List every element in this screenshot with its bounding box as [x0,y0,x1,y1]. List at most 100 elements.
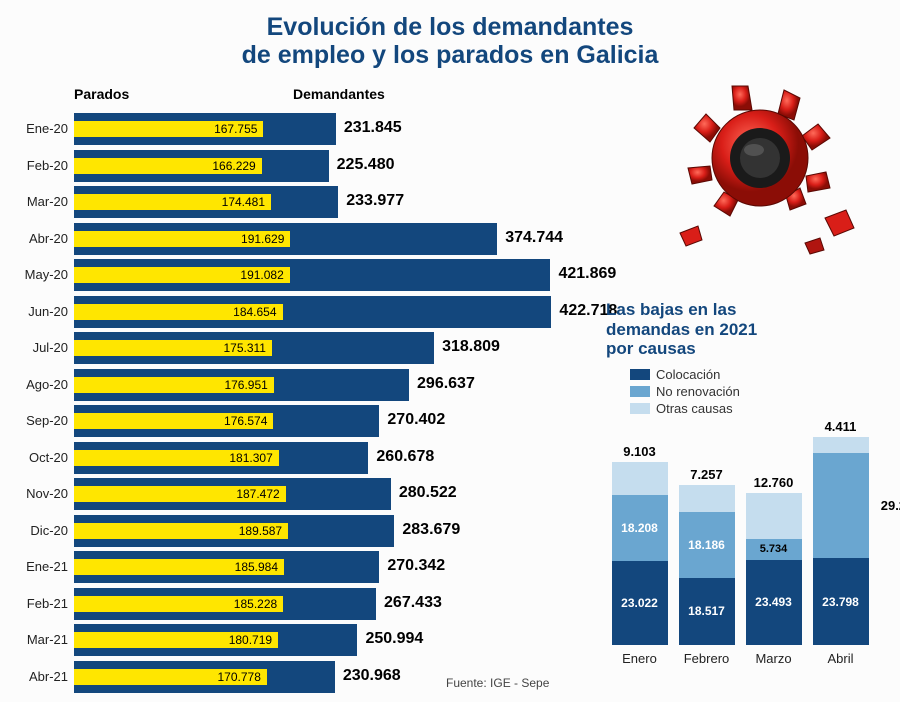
stacked-bar: 4.41123.79829.201 [813,437,869,645]
month-label: Abr-21 [18,669,68,684]
demandantes-value: 374.744 [505,229,563,247]
legend-label: Otras causas [656,401,733,416]
month-label: Dic-20 [18,523,68,538]
parados-value: 180.719 [229,633,272,647]
stacked-title: Las bajas en las demandas en 2021 por ca… [606,300,874,359]
segment-colocacion: 23.022 [612,561,668,644]
legend-item: Colocación [630,367,874,382]
month-label: May-20 [18,267,68,282]
month-label: Jul-20 [18,340,68,355]
parados-value: 176.574 [224,414,267,428]
parados-value: 191.082 [240,268,283,282]
legend-swatch [630,386,650,397]
chart-row: Mar-21180.719250.994 [18,623,588,657]
month-label: Feb-21 [18,596,68,611]
legend: Colocación No renovación Otras causas [606,367,874,416]
demandantes-value: 280.522 [399,484,457,502]
stacked-column: 12.7605.73423.493Marzo [746,493,802,666]
stacked-title-l2: demandas en 2021 [606,320,874,340]
parados-value: 167.755 [214,122,257,136]
chart-row: Abr-20 191.629 374.744 [18,222,588,256]
norenov-value-right: 29.201 [881,498,900,513]
month-label: Nov-20 [18,486,68,501]
chart-row: Ago-20176.951296.637 [18,368,588,402]
demandantes-value: 230.968 [343,667,401,685]
segment-norenov: 18.208 [612,495,668,561]
parados-value: 181.307 [229,451,272,465]
legend-item: Otras causas [630,401,874,416]
segment-otras [813,437,869,453]
parados-bar: 191.629 [74,231,290,247]
stacked-month-label: Febrero [684,651,730,666]
column-headers: Parados Demandantes [18,86,588,108]
chart-row: Feb-21185.228267.433 [18,587,588,621]
otras-value: 9.103 [612,444,668,459]
parados-value: 176.951 [224,378,267,392]
segment-colocacion: 23.493 [746,560,802,645]
chart-row: Ene-20167.755231.845 [18,112,588,146]
segment-otras [679,485,735,511]
demandantes-value: 225.480 [337,156,395,174]
stacked-bar: 9.10318.20823.022 [612,462,668,644]
stacked-title-l1: Las bajas en las [606,300,874,320]
legend-swatch [630,403,650,414]
main-bar-chart: Parados Demandantes Ene-20167.755231.845… [18,86,588,696]
chart-row: Oct-20181.307260.678 [18,441,588,475]
parados-bar: 181.307 [74,450,279,466]
chart-row: Sep-20 176.574 270.402 [18,404,588,438]
chart-row: Nov-20 187.472 280.522 [18,477,588,511]
demandantes-value: 283.679 [402,521,460,539]
parados-value: 170.778 [217,670,260,684]
stacked-bar: 7.25718.18618.517 [679,485,735,644]
chart-row: Dic-20 189.587 283.679 [18,514,588,548]
title-line1: Evolución de los demandantes [0,14,900,42]
month-label: Ago-20 [18,377,68,392]
month-label: Abr-20 [18,231,68,246]
parados-bar: 185.984 [74,559,284,575]
legend-label: No renovación [656,384,740,399]
demandantes-value: 233.977 [346,192,404,210]
title-line2: de empleo y los parados en Galicia [0,42,900,70]
parados-bar: 176.574 [74,413,273,429]
parados-bar: 189.587 [74,523,288,539]
demandantes-value: 421.869 [558,265,616,283]
parados-bar: 180.719 [74,632,278,648]
header-parados: Parados [74,86,129,102]
stacked-month-label: Enero [622,651,657,666]
chart-row: Jul-20175.311318.809 [18,331,588,365]
parados-bar: 191.082 [74,267,290,283]
segment-otras [746,493,802,539]
parados-bar: 187.472 [74,486,286,502]
parados-bar: 185.228 [74,596,283,612]
segment-colocacion: 18.517 [679,578,735,645]
legend-item: No renovación [630,384,874,399]
parados-bar: 176.951 [74,377,274,393]
parados-value: 166.229 [212,159,255,173]
month-label: Oct-20 [18,450,68,465]
chart-row: Mar-20174.481233.977 [18,185,588,219]
month-label: Sep-20 [18,413,68,428]
parados-value: 185.984 [235,560,278,574]
parados-value: 189.587 [239,524,282,538]
demandantes-value: 270.402 [387,411,445,429]
gear-illustration [650,78,870,258]
parados-value: 185.228 [234,597,277,611]
parados-bar: 174.481 [74,194,271,210]
chart-row: Ene-21185.984270.342 [18,550,588,584]
parados-bar: 184.654 [74,304,283,320]
chart-row: Jun-20184.654422.718 [18,295,588,329]
parados-bar: 167.755 [74,121,263,137]
parados-bar: 166.229 [74,158,262,174]
parados-value: 187.472 [236,487,279,501]
month-label: Jun-20 [18,304,68,319]
legend-label: Colocación [656,367,720,382]
parados-bar: 175.311 [74,340,272,356]
segment-norenov [813,453,869,559]
stacked-column: 7.25718.18618.517 Febrero [679,485,735,665]
stacked-column: 9.10318.20823.022 Enero [612,462,668,665]
stacked-month-label: Marzo [755,651,791,666]
parados-bar: 170.778 [74,669,267,685]
parados-value: 175.311 [223,341,266,355]
chart-title: Evolución de los demandantes de empleo y… [0,0,900,69]
demandantes-value: 270.342 [387,557,445,575]
